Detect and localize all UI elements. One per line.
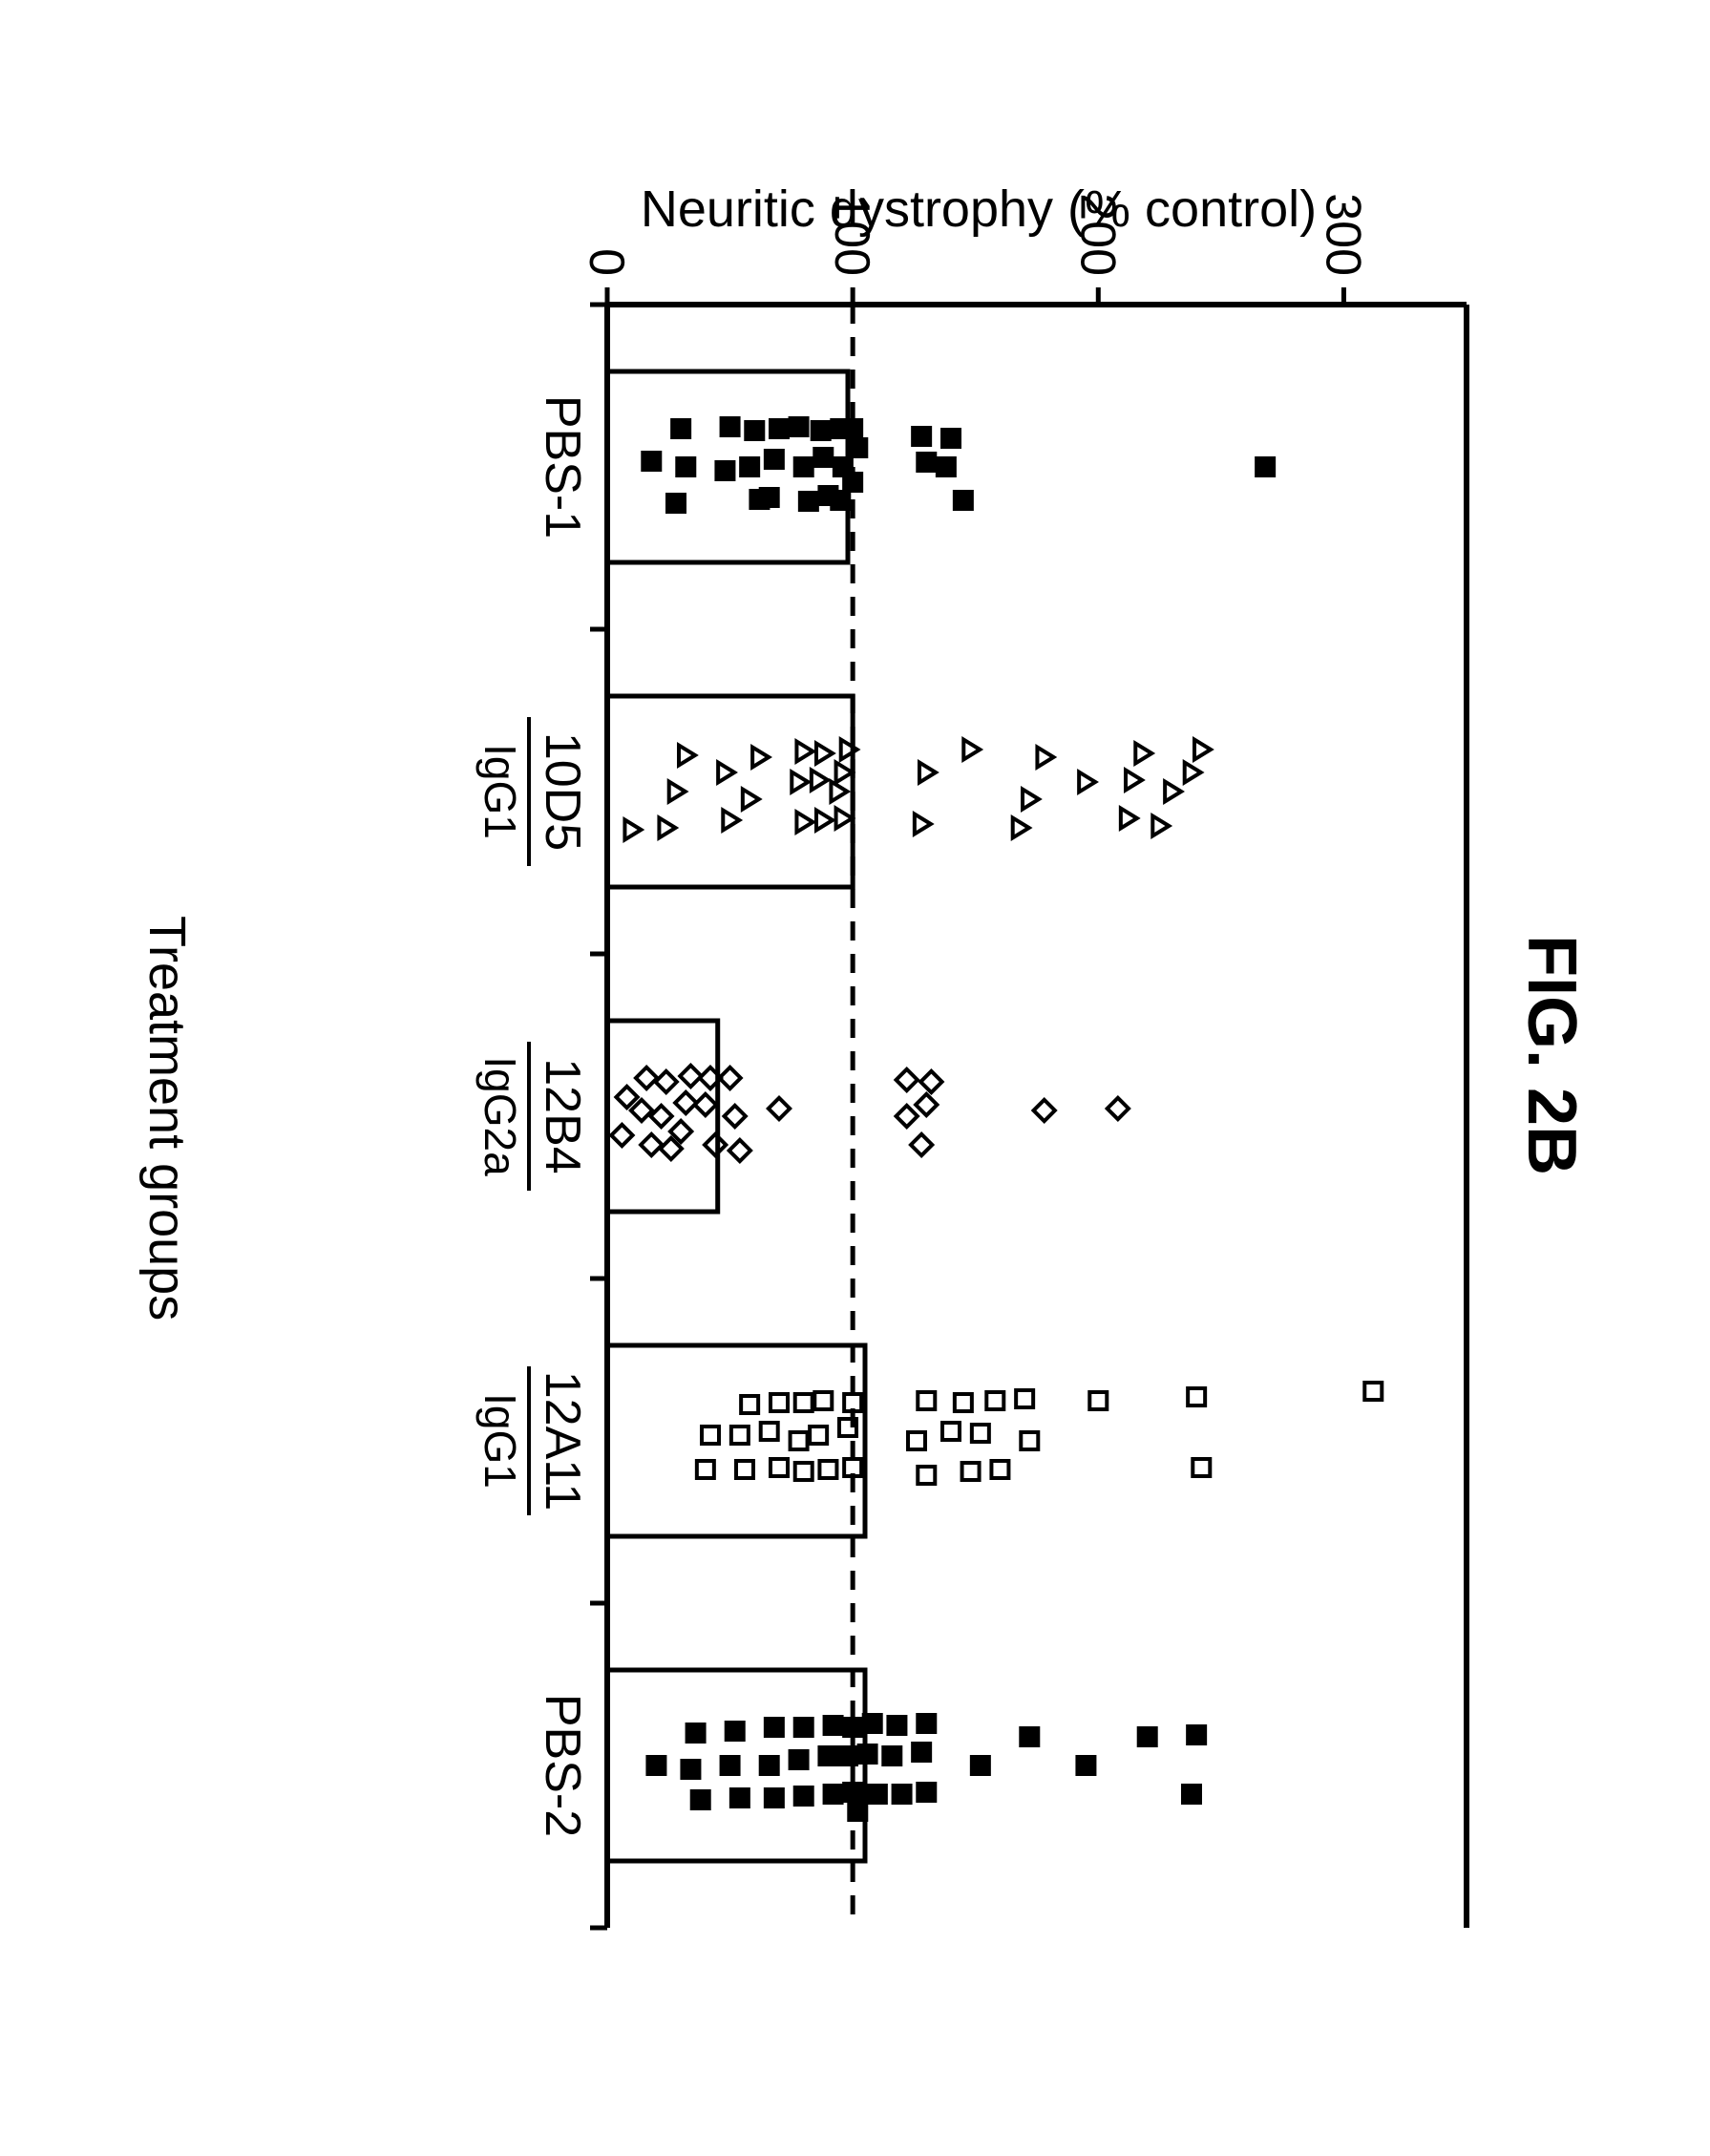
svg-text:IgG1: IgG1 xyxy=(475,1393,525,1489)
x-axis-label: Treatment groups xyxy=(137,916,197,1321)
svg-text:PBS-2: PBS-2 xyxy=(535,1694,590,1837)
svg-text:PBS-1: PBS-1 xyxy=(535,395,590,539)
figure-rotated-container: FIG. 2B Neuritic dystrophy (% control) 0… xyxy=(92,95,1619,2061)
svg-text:10D5: 10D5 xyxy=(535,732,590,851)
svg-text:12A11: 12A11 xyxy=(535,1371,590,1511)
page: FIG. 2B Neuritic dystrophy (% control) 0… xyxy=(0,0,1710,2156)
svg-text:0: 0 xyxy=(579,248,634,276)
svg-text:IgG1: IgG1 xyxy=(475,744,525,839)
svg-text:12B4: 12B4 xyxy=(535,1058,590,1173)
svg-text:200: 200 xyxy=(1069,193,1125,276)
svg-text:300: 300 xyxy=(1315,193,1370,276)
figure-canvas: FIG. 2B Neuritic dystrophy (% control) 0… xyxy=(92,95,1619,2061)
svg-text:IgG2a: IgG2a xyxy=(475,1056,525,1176)
chart-svg: 0100200300PBS-110D5IgG112B4IgG2a12A11IgG… xyxy=(130,95,1524,2061)
svg-text:100: 100 xyxy=(824,193,879,276)
